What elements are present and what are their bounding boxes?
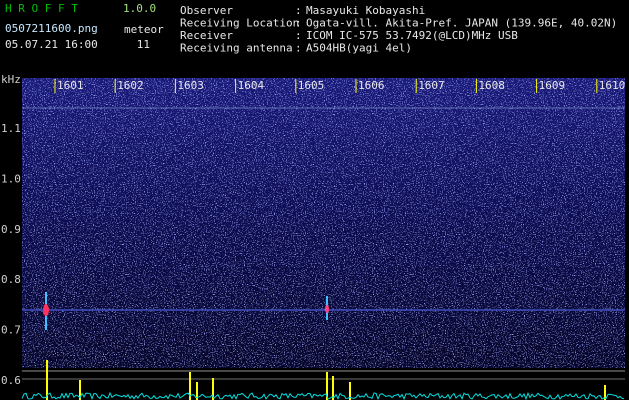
noise bbox=[22, 78, 625, 368]
info-label: Receiving antenna bbox=[180, 42, 293, 55]
info-label: Receiving Location bbox=[180, 17, 299, 30]
filename: 0507211600.png bbox=[5, 22, 98, 35]
info-value: ICOM IC-575 53.7492(@LCD)MHz USB bbox=[306, 29, 518, 42]
time-label: 1605 bbox=[298, 79, 325, 92]
freq-label: 1.1 bbox=[1, 122, 21, 135]
info-sep: : bbox=[295, 29, 302, 42]
noise-floor bbox=[21, 391, 625, 400]
info-value: Masayuki Kobayashi bbox=[306, 4, 425, 17]
freq-label: 0.7 bbox=[1, 324, 21, 337]
info-label: Observer bbox=[180, 4, 233, 17]
time-label: 1604 bbox=[238, 79, 265, 92]
freq-label: 1.0 bbox=[1, 172, 21, 185]
meteor-echo-core bbox=[325, 305, 329, 313]
meteor-label: meteor bbox=[124, 23, 164, 36]
freq-label: 0.8 bbox=[1, 273, 21, 286]
axes: kHz 1601 1602 1603 1604 1605 1606 1607 1608 1609 1… bbox=[1, 73, 625, 387]
info-value: A504HB(yagi 4el) bbox=[306, 42, 412, 55]
time-label: 1609 bbox=[539, 79, 566, 92]
info-label: Receiver bbox=[180, 29, 233, 42]
app-name: H R O F F T bbox=[5, 2, 78, 15]
time-label: 1602 bbox=[117, 79, 144, 92]
info-block: Observer: Masayuki Kobayashi Receiving Loc… bbox=[180, 4, 617, 55]
time-label: 1601 bbox=[57, 79, 84, 92]
info-value: Ogata-vill. Akita-Pref. JAPAN (139.96E, … bbox=[306, 17, 617, 30]
time-label: 1607 bbox=[418, 79, 445, 92]
info-sep: : bbox=[295, 17, 302, 30]
datetime: 05.07.21 16:00 bbox=[5, 38, 98, 51]
info-sep: : bbox=[295, 42, 302, 55]
freq-label: 0.6 bbox=[1, 374, 21, 387]
time-label: 1603 bbox=[177, 79, 204, 92]
version: 1.0.0 bbox=[123, 2, 156, 15]
meteor-count: 11 bbox=[137, 38, 150, 51]
unit-label: kHz bbox=[1, 73, 21, 86]
time-label: 1608 bbox=[478, 79, 505, 92]
info-sep: : bbox=[295, 4, 302, 17]
time-label: 1606 bbox=[358, 79, 385, 92]
meteor-echo-core bbox=[43, 304, 49, 316]
time-label: 1610 bbox=[599, 79, 626, 92]
freq-label: 0.9 bbox=[1, 223, 21, 236]
